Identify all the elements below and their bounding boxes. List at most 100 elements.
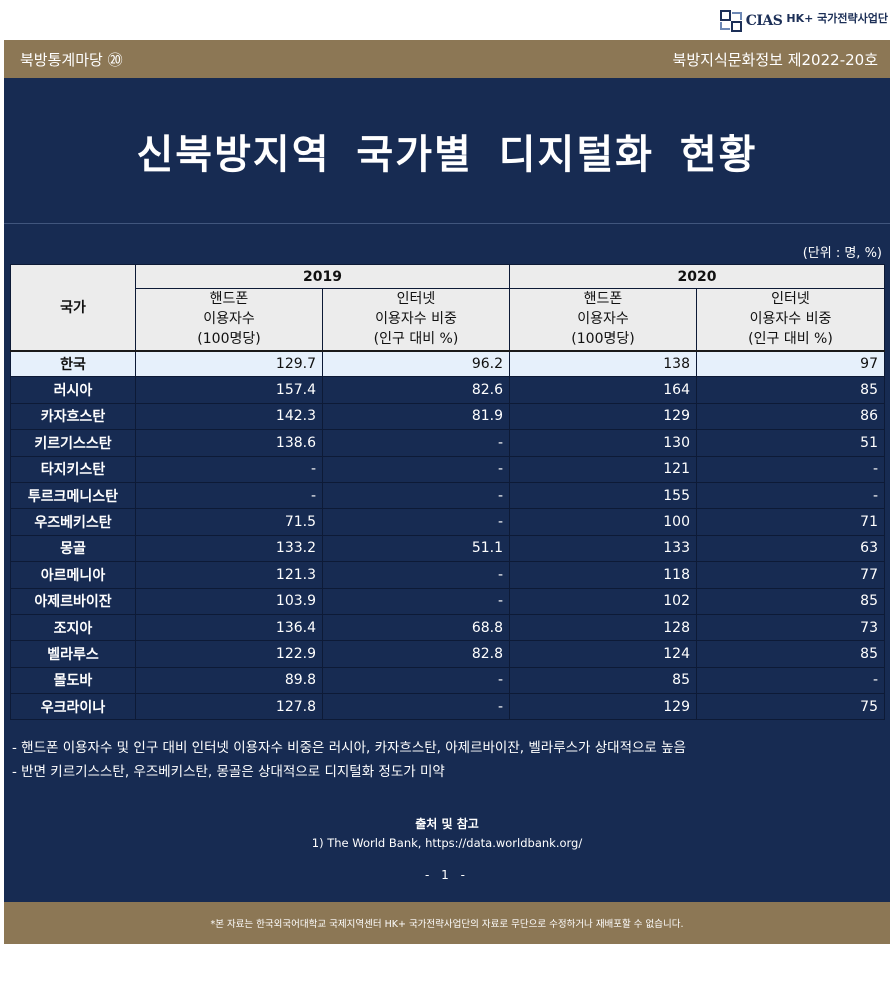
internet-2019-cell: -	[322, 666, 510, 695]
note-item: - 핸드폰 이용자수 및 인구 대비 인터넷 이용자수 비중은 러시아, 카자흐…	[12, 740, 686, 756]
phone-2020-cell: 164	[509, 376, 697, 404]
phone-2020-cell: 128	[509, 613, 697, 642]
phone-2019-cell: 157.4	[135, 376, 323, 404]
country-cell: 몰도바	[10, 666, 136, 695]
internet-2020-cell: -	[696, 481, 885, 510]
table-row: 아르메니아 121.3-118 77	[10, 561, 885, 589]
internet-2019-cell: 82.6	[322, 376, 510, 404]
internet-2019-cell: 96.2	[322, 349, 510, 378]
table-row: 러시아 157.4 82.6 164 85	[10, 376, 885, 404]
phone-2019-cell: 89.8	[135, 666, 323, 695]
country-cell: 조지아	[10, 613, 136, 642]
internet-2020-cell: 85	[696, 376, 885, 404]
page-title: 신북방지역 국가별 디지털화 현황	[136, 131, 758, 178]
internet-2019-cell: -	[322, 587, 510, 615]
internet-2020-cell: 71	[696, 508, 885, 536]
cias-logo: CIAS HK+ 국가전략사업단	[719, 8, 888, 34]
phone-2020-cell: 130	[509, 429, 697, 457]
country-cell: 타지키스탄	[10, 455, 136, 483]
table-row: 몽골 133.2 51.1 133 63	[10, 534, 885, 563]
phone-2019-cell: 142.3	[135, 402, 323, 431]
note-item: - 반면 키르기스스탄, 우즈베키스탄, 몽골은 상대적으로 디지털화 정도가 …	[12, 764, 445, 780]
country-cell: 아제르바이잔	[10, 587, 136, 615]
table-body: 한국 129.7 96.2 138 97 러시아 157.4 82.6 164 85 카자흐스탄 14…	[10, 349, 885, 721]
internet-2020-cell: 77	[696, 561, 885, 589]
internet-2020-cell: -	[696, 455, 885, 483]
internet-2020-cell: -	[696, 666, 885, 695]
year-2019-header: 2019	[135, 264, 510, 289]
logo-title: HK+ 국가전략사업단	[786, 12, 888, 25]
phone-2020-cell: 155	[509, 481, 697, 510]
title-area: 신북방지역 국가별 디지털화 현황	[4, 78, 890, 224]
phone-2019-cell: -	[135, 455, 323, 483]
phone-2020-cell: 100	[509, 508, 697, 536]
logo-tagline	[786, 25, 888, 29]
internet-2020-cell: 85	[696, 640, 885, 668]
phone-2019-cell: 133.2	[135, 534, 323, 563]
internet-2019-cell: 82.8	[322, 640, 510, 668]
phone-2019-cell: 138.6	[135, 429, 323, 457]
table-row: 몰도바 89.8-85-	[10, 666, 885, 695]
internet-2019-cell: -	[322, 429, 510, 457]
phone-users-header-2019: 핸드폰 이용자수 (100명당)	[135, 288, 323, 351]
series-label: 북방통계마당 ⑳	[20, 50, 123, 69]
internet-2020-cell: 75	[696, 693, 885, 721]
internet-2019-cell: 68.8	[322, 613, 510, 642]
internet-2019-cell: -	[322, 561, 510, 589]
top-bar: CIAS HK+ 국가전략사업단	[0, 0, 896, 40]
table-row: 우즈베키스탄 71.5-100 71	[10, 508, 885, 536]
phone-2020-cell: 129	[509, 402, 697, 431]
phone-users-header-2020: 핸드폰 이용자수 (100명당)	[509, 288, 697, 351]
phone-2020-cell: 138	[509, 349, 697, 378]
cias-emblem-icon	[719, 10, 742, 32]
country-cell: 아르메니아	[10, 561, 136, 589]
table-row: 한국 129.7 96.2 138 97	[10, 349, 885, 378]
country-cell: 카자흐스탄	[10, 402, 136, 431]
table-row: 아제르바이잔 103.9-102 85	[10, 587, 885, 615]
header-band: 북방통계마당 ⑳ 북방지식문화정보 제2022-20호	[4, 40, 890, 78]
phone-2020-cell: 118	[509, 561, 697, 589]
footer-band: *본 자료는 한국외국어대학교 국제지역센터 HK+ 국가전략사업단의 자료로 …	[4, 902, 890, 944]
content-panel: 신북방지역 국가별 디지털화 현황 (단위 : 명, %) 국가 2019 20…	[4, 78, 890, 902]
table-row: 투르크메니스탄 - -155-	[10, 481, 885, 510]
phone-2020-cell: 133	[509, 534, 697, 563]
unit-label: (단위 : 명, %)	[802, 246, 882, 261]
internet-2020-cell: 86	[696, 402, 885, 431]
table-row: 카자흐스탄 142.3 81.9 129 86	[10, 402, 885, 431]
phone-2019-cell: 136.4	[135, 613, 323, 642]
internet-2019-cell: -	[322, 693, 510, 721]
table-row: 타지키스탄 - -121-	[10, 455, 885, 483]
phone-2020-cell: 102	[509, 587, 697, 615]
year-2020-header: 2020	[509, 264, 885, 289]
internet-2020-cell: 73	[696, 613, 885, 642]
phone-2019-cell: -	[135, 481, 323, 510]
internet-2019-cell: 51.1	[322, 534, 510, 563]
notes: - 핸드폰 이용자수 및 인구 대비 인터넷 이용자수 비중은 러시아, 카자흐…	[12, 736, 686, 784]
country-cell: 한국	[10, 349, 136, 378]
phone-2019-cell: 129.7	[135, 349, 323, 378]
phone-2020-cell: 129	[509, 693, 697, 721]
phone-2019-cell: 122.9	[135, 640, 323, 668]
table-row: 벨라루스 122.9 82.8 124 85	[10, 640, 885, 668]
country-cell: 투르크메니스탄	[10, 481, 136, 510]
statistics-table: 국가 2019 2020 핸드폰 이용자수 (100명당) 인터넷 이용자수 비…	[10, 264, 885, 721]
page-number: - 1 -	[425, 868, 469, 882]
issue-label: 북방지식문화정보 제2022-20호	[672, 50, 878, 69]
country-cell: 키르기스스탄	[10, 429, 136, 457]
internet-2020-cell: 51	[696, 429, 885, 457]
internet-2019-cell: -	[322, 481, 510, 510]
country-cell: 러시아	[10, 376, 136, 404]
country-cell: 우즈베키스탄	[10, 508, 136, 536]
country-cell: 몽골	[10, 534, 136, 563]
internet-users-header-2020: 인터넷 이용자수 비중 (인구 대비 %)	[696, 288, 885, 351]
source-section: 출처 및 참고 1) The World Bank, https://data.…	[4, 816, 890, 852]
internet-2019-cell: -	[322, 508, 510, 536]
country-column-header: 국가	[10, 264, 136, 351]
phone-2019-cell: 121.3	[135, 561, 323, 589]
internet-2019-cell: 81.9	[322, 402, 510, 431]
source-reference: 1) The World Bank, https://data.worldban…	[311, 836, 583, 850]
internet-2020-cell: 85	[696, 587, 885, 615]
internet-2019-cell: -	[322, 455, 510, 483]
country-cell: 벨라루스	[10, 640, 136, 668]
source-heading: 출처 및 참고	[415, 817, 479, 831]
